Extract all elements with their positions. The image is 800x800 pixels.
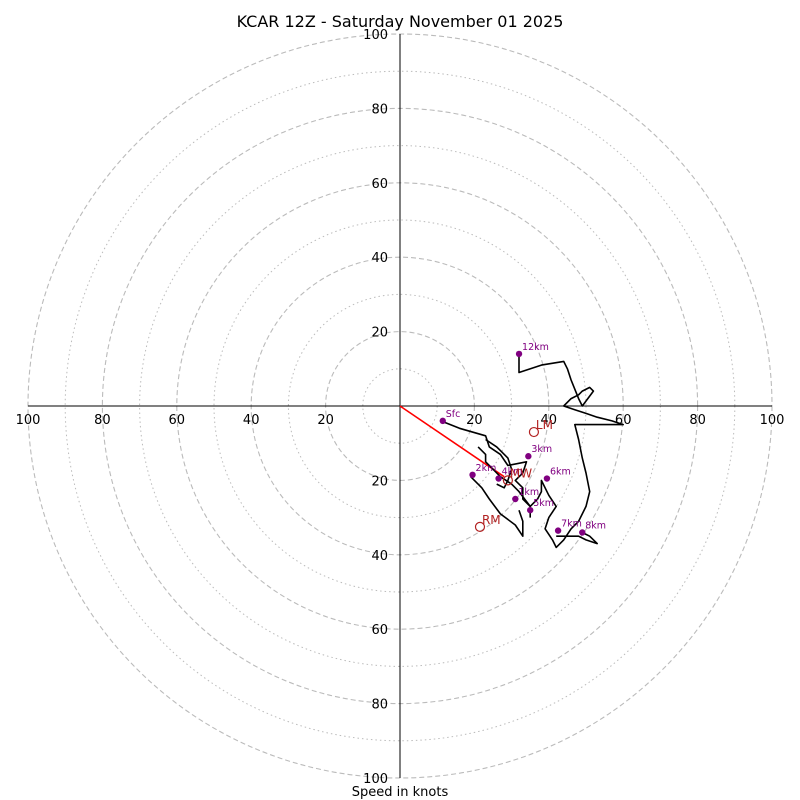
height-marker-label: 4km bbox=[502, 467, 523, 478]
tick-label-down: 100 bbox=[363, 772, 388, 787]
storm-motion-point bbox=[528, 426, 540, 438]
tick-label-left: 20 bbox=[317, 413, 334, 428]
hodograph-traces bbox=[399, 353, 625, 549]
hodograph-trace-line bbox=[440, 353, 625, 549]
height-marker-label: 8km bbox=[585, 520, 606, 531]
height-marker-point bbox=[515, 350, 523, 358]
tick-label-right: 60 bbox=[615, 413, 632, 428]
chart-title: KCAR 12Z - Saturday November 01 2025 bbox=[237, 12, 564, 31]
height-marker-point bbox=[512, 495, 519, 503]
height-marker-label: Sfc bbox=[446, 409, 461, 420]
height-marker-label: 12km bbox=[522, 342, 549, 353]
tick-label-up: 80 bbox=[371, 102, 388, 117]
storm-motion-label: MW bbox=[510, 466, 532, 480]
height-markers: Sfc 2km 3km 4km 5km 6km 7km 8km 1km 12km bbox=[439, 342, 606, 536]
tick-label-right: 100 bbox=[760, 413, 785, 428]
tick-label-up: 20 bbox=[371, 326, 388, 341]
tick-label-up: 40 bbox=[371, 251, 388, 266]
height-marker-point bbox=[527, 506, 534, 514]
tick-label-down: 80 bbox=[371, 698, 388, 713]
hodograph-trace-segment bbox=[470, 476, 524, 538]
height-marker-point bbox=[525, 453, 532, 460]
storm-motion-markers: LM MW RM bbox=[474, 418, 553, 533]
height-marker-label: 5km bbox=[533, 498, 554, 509]
tick-label-right: 40 bbox=[541, 413, 558, 428]
tick-label-left: 40 bbox=[243, 413, 260, 428]
tick-label-down: 40 bbox=[371, 549, 388, 564]
height-marker-point bbox=[579, 529, 586, 536]
tick-label-right: 80 bbox=[689, 413, 706, 428]
storm-motion-label: LM bbox=[536, 418, 553, 432]
height-marker-label: 1km bbox=[518, 487, 539, 498]
height-marker-point bbox=[469, 471, 476, 479]
axis-tick-labels: 100 80 60 40 20 20 40 60 80 100 20 40 60 80 100 20 40 60 8… bbox=[16, 28, 785, 787]
shear-vector-line bbox=[399, 405, 505, 478]
x-axis-label: Speed in knots bbox=[352, 785, 449, 800]
hodograph-trace-segment bbox=[485, 438, 513, 489]
height-marker-label: 3km bbox=[531, 444, 552, 455]
tick-label-down: 20 bbox=[371, 474, 388, 489]
storm-motion-point bbox=[502, 475, 513, 486]
tick-label-down: 60 bbox=[371, 623, 388, 638]
storm-motion-point bbox=[474, 521, 486, 533]
tick-label-left: 100 bbox=[16, 413, 41, 428]
height-marker-point bbox=[543, 475, 551, 482]
tick-label-up: 100 bbox=[363, 28, 388, 43]
height-marker-label: 6km bbox=[550, 467, 571, 478]
tick-label-left: 60 bbox=[169, 413, 186, 428]
height-marker-point bbox=[554, 527, 562, 534]
tick-label-left: 80 bbox=[94, 413, 111, 428]
hodograph-trace-segment bbox=[556, 531, 599, 545]
height-marker-label: 7km bbox=[561, 519, 582, 530]
tick-label-right: 20 bbox=[466, 413, 483, 428]
tick-label-up: 60 bbox=[371, 177, 388, 192]
height-marker-point bbox=[439, 417, 446, 425]
height-marker-label: 2km bbox=[476, 463, 497, 474]
storm-motion-label: RM bbox=[482, 513, 501, 527]
height-marker-point bbox=[495, 475, 502, 482]
